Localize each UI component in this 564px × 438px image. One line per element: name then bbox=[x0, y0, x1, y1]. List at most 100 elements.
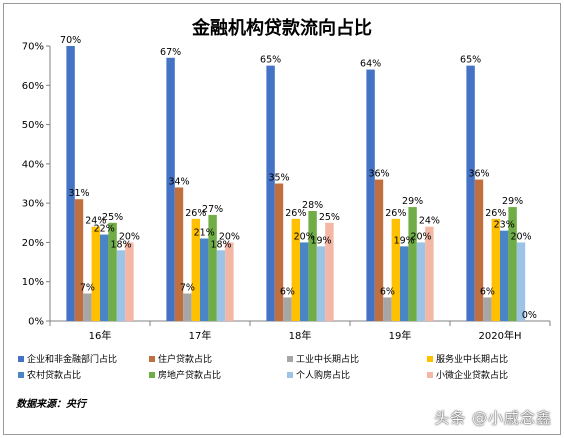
bar bbox=[325, 222, 334, 321]
bar bbox=[391, 218, 400, 321]
bar bbox=[474, 179, 484, 321]
bar bbox=[200, 238, 209, 321]
data-label: 25% bbox=[319, 212, 340, 223]
legend-swatch bbox=[149, 372, 155, 378]
data-label: 25% bbox=[102, 212, 123, 223]
legend-label: 房地产贷款占比 bbox=[158, 369, 221, 381]
y-tick-label: 0% bbox=[28, 317, 44, 328]
data-label: 28% bbox=[302, 200, 323, 211]
data-label: 20% bbox=[294, 231, 315, 242]
bar bbox=[291, 218, 300, 321]
y-tick-label: 50% bbox=[22, 120, 44, 131]
bar bbox=[208, 214, 217, 321]
data-label: 24% bbox=[419, 216, 440, 227]
bar bbox=[500, 230, 509, 321]
source-note: 数据来源：央行 bbox=[16, 398, 88, 410]
chart-title: 金融机构贷款流向占比 bbox=[191, 17, 372, 39]
bar bbox=[416, 242, 426, 321]
y-tick-label: 70% bbox=[22, 42, 44, 53]
bar bbox=[274, 183, 284, 321]
axes: 0% 10% 20% 30% 40% 50% 60% 70% 16年 17年 18年 19年 2020年… bbox=[22, 42, 551, 342]
legend-swatch bbox=[18, 372, 24, 378]
data-label: 18% bbox=[210, 239, 231, 250]
bar bbox=[166, 57, 175, 322]
data-label: 29% bbox=[502, 196, 523, 207]
data-label: 26% bbox=[285, 208, 306, 219]
legend-label: 小微企业贷款占比 bbox=[436, 369, 508, 381]
bar bbox=[74, 199, 84, 321]
data-label: 35% bbox=[268, 173, 289, 184]
bar bbox=[308, 211, 317, 321]
data-label: 18% bbox=[110, 239, 131, 250]
data-label: 7% bbox=[180, 283, 195, 294]
bar bbox=[225, 242, 234, 321]
legend-swatch bbox=[427, 372, 433, 378]
data-label: 0% bbox=[522, 310, 537, 321]
data-label: 31% bbox=[68, 188, 89, 199]
data-label: 19% bbox=[310, 235, 331, 246]
bar bbox=[374, 179, 384, 321]
bar bbox=[216, 250, 226, 321]
data-label: 70% bbox=[60, 35, 81, 46]
legend-swatch bbox=[18, 356, 24, 362]
bar bbox=[366, 69, 375, 321]
y-tick-label: 20% bbox=[22, 238, 44, 249]
bar bbox=[83, 293, 92, 321]
y-tick-label: 10% bbox=[22, 277, 44, 288]
bar bbox=[266, 65, 275, 321]
data-labels: 70% 67% 65% 64% 65% 31% 34% 35% 36% 36% 7% 7% 6% 6% 6%… bbox=[60, 35, 537, 321]
data-label: 29% bbox=[402, 196, 423, 207]
bar bbox=[100, 234, 109, 321]
bar bbox=[383, 297, 392, 321]
legend-swatch bbox=[287, 356, 293, 362]
bar bbox=[408, 207, 417, 321]
bar bbox=[91, 226, 100, 321]
legend-swatch bbox=[427, 356, 433, 362]
y-tick-label: 40% bbox=[22, 159, 44, 170]
data-label: 7% bbox=[80, 283, 95, 294]
bar bbox=[491, 218, 500, 321]
data-label: 65% bbox=[460, 55, 481, 66]
data-label: 65% bbox=[260, 55, 281, 66]
bar bbox=[316, 246, 326, 321]
bar bbox=[483, 297, 492, 321]
data-label: 24% bbox=[85, 216, 106, 227]
legend-label: 工业中长期占比 bbox=[296, 353, 359, 365]
bar bbox=[66, 46, 75, 321]
data-label: 20% bbox=[219, 231, 240, 242]
data-label: 20% bbox=[510, 231, 531, 242]
legend-label: 农村贷款占比 bbox=[27, 369, 81, 381]
data-label: 19% bbox=[394, 235, 415, 246]
data-label: 20% bbox=[119, 231, 140, 242]
bar bbox=[108, 222, 117, 321]
data-label: 34% bbox=[168, 176, 189, 187]
bar bbox=[508, 207, 517, 321]
data-label: 6% bbox=[480, 286, 495, 297]
bar bbox=[191, 218, 200, 321]
data-label: 64% bbox=[360, 59, 381, 70]
bar bbox=[466, 65, 475, 321]
bar bbox=[516, 242, 526, 321]
data-label: 20% bbox=[410, 231, 431, 242]
bars bbox=[66, 46, 526, 322]
data-label: 67% bbox=[160, 47, 181, 58]
chart-frame: 金融机构贷款流向占比 0% 10% 20% 30% 40% 50% 60% 70% 16年 17年… bbox=[3, 3, 561, 435]
y-tick-label: 30% bbox=[22, 199, 44, 210]
x-tick-label: 17年 bbox=[189, 329, 212, 342]
y-tick-label: 60% bbox=[22, 81, 44, 92]
data-label: 23% bbox=[494, 220, 515, 231]
data-label: 27% bbox=[202, 204, 223, 215]
data-label: 26% bbox=[185, 208, 206, 219]
data-label: 36% bbox=[368, 169, 389, 180]
data-label: 22% bbox=[94, 224, 115, 235]
legend-label: 个人购房占比 bbox=[296, 369, 350, 381]
data-label: 36% bbox=[468, 169, 489, 180]
x-tick-label: 16年 bbox=[89, 329, 112, 342]
bar bbox=[425, 226, 434, 321]
legend-label: 企业和非金融部门占比 bbox=[27, 353, 117, 365]
bar bbox=[174, 187, 184, 321]
x-tick-label: 2020年H bbox=[479, 329, 522, 342]
bar bbox=[400, 246, 409, 321]
watermark: 头条 @小戚念鑫 bbox=[434, 409, 552, 427]
